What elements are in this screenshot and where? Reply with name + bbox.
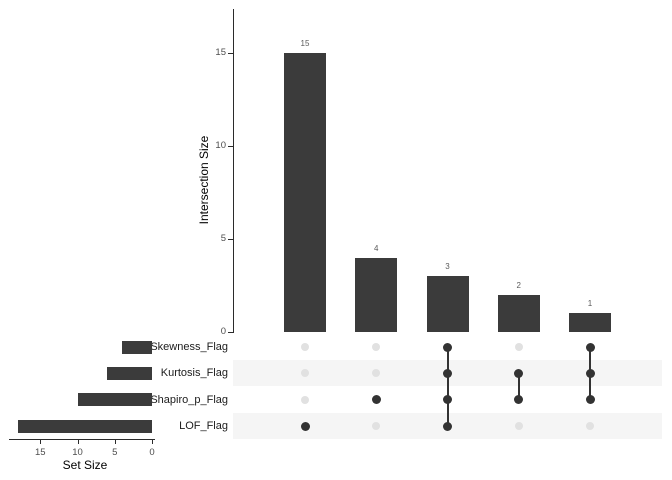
intersection-bar-value-label: 2 — [516, 280, 521, 290]
matrix-dot-active — [514, 368, 524, 378]
matrix-dot-inactive — [301, 395, 309, 404]
intersection-bar — [497, 294, 540, 332]
set-size-x-tick-label: 10 — [72, 447, 83, 458]
intersection-y-tick-mark — [228, 146, 233, 147]
set-size-bar — [17, 419, 152, 433]
matrix-dot-active — [585, 395, 595, 405]
set-size-x-tick-mark — [77, 440, 79, 444]
matrix-dot-active — [443, 368, 452, 378]
matrix-dot-active — [443, 395, 452, 405]
intersection-bar-value-label: 15 — [300, 39, 310, 48]
intersection-bar — [426, 276, 469, 332]
set-label: Skewness_Flag — [150, 341, 228, 353]
matrix-dot-inactive — [514, 422, 523, 430]
intersection-y-tick-mark — [228, 239, 233, 240]
intersection-bar — [355, 257, 398, 332]
matrix-dot-active — [585, 342, 595, 352]
intersection-y-axis-line — [233, 9, 234, 333]
intersection-bar-value-label: 3 — [445, 262, 450, 272]
set-label: LOF_Flag — [179, 420, 228, 432]
intersection-y-tick-label: 15 — [215, 47, 226, 58]
set-size-x-tick-mark — [152, 440, 153, 444]
set-size-x-tick-label: 5 — [112, 447, 118, 458]
set-size-bar — [122, 340, 152, 354]
matrix-dot-active — [371, 395, 381, 405]
intersection-bar-value-label: 1 — [587, 299, 593, 309]
matrix-dot-inactive — [301, 343, 309, 351]
matrix-dot-active — [585, 368, 595, 378]
matrix-connector-line — [517, 373, 520, 400]
matrix-dot-inactive — [372, 422, 381, 430]
intersection-bar — [569, 313, 611, 332]
matrix-dot-inactive — [514, 343, 523, 351]
matrix-dot-inactive — [301, 369, 309, 378]
set-size-bar — [77, 393, 152, 407]
matrix-dot-inactive — [372, 369, 381, 378]
set-label: Shapiro_p_Flag — [150, 393, 228, 406]
set-size-axis-label: Set Size — [62, 458, 108, 472]
intersection-y-tick-mark — [228, 332, 233, 333]
matrix-dot-inactive — [586, 422, 594, 430]
set-size-x-tick-label: 0 — [149, 447, 155, 458]
intersection-y-tick-label: 5 — [220, 233, 226, 244]
intersection-bar — [284, 53, 326, 332]
set-size-x-tick-mark — [40, 440, 42, 444]
set-size-x-tick-mark — [114, 440, 116, 444]
matrix-dot-active — [443, 421, 452, 431]
matrix-dot-active — [514, 395, 524, 405]
set-label: Kurtosis_Flag — [160, 367, 228, 380]
matrix-connector-line — [446, 347, 449, 426]
set-size-bar — [107, 366, 152, 380]
matrix-dot-active — [300, 421, 310, 431]
matrix-dot-inactive — [372, 343, 381, 351]
intersection-y-tick-label: 10 — [215, 140, 226, 151]
intersection-y-tick-mark — [228, 53, 233, 54]
intersection-y-tick-label: 0 — [220, 326, 226, 337]
matrix-dot-active — [443, 342, 452, 352]
set-size-x-axis-line — [9, 439, 155, 440]
intersection-bar-value-label: 4 — [374, 243, 379, 253]
set-size-x-tick-label: 15 — [34, 447, 46, 458]
